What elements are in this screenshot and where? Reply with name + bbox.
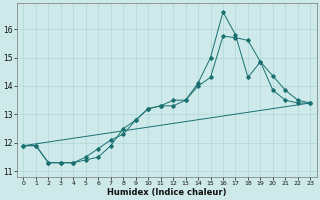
X-axis label: Humidex (Indice chaleur): Humidex (Indice chaleur) [107,188,227,197]
